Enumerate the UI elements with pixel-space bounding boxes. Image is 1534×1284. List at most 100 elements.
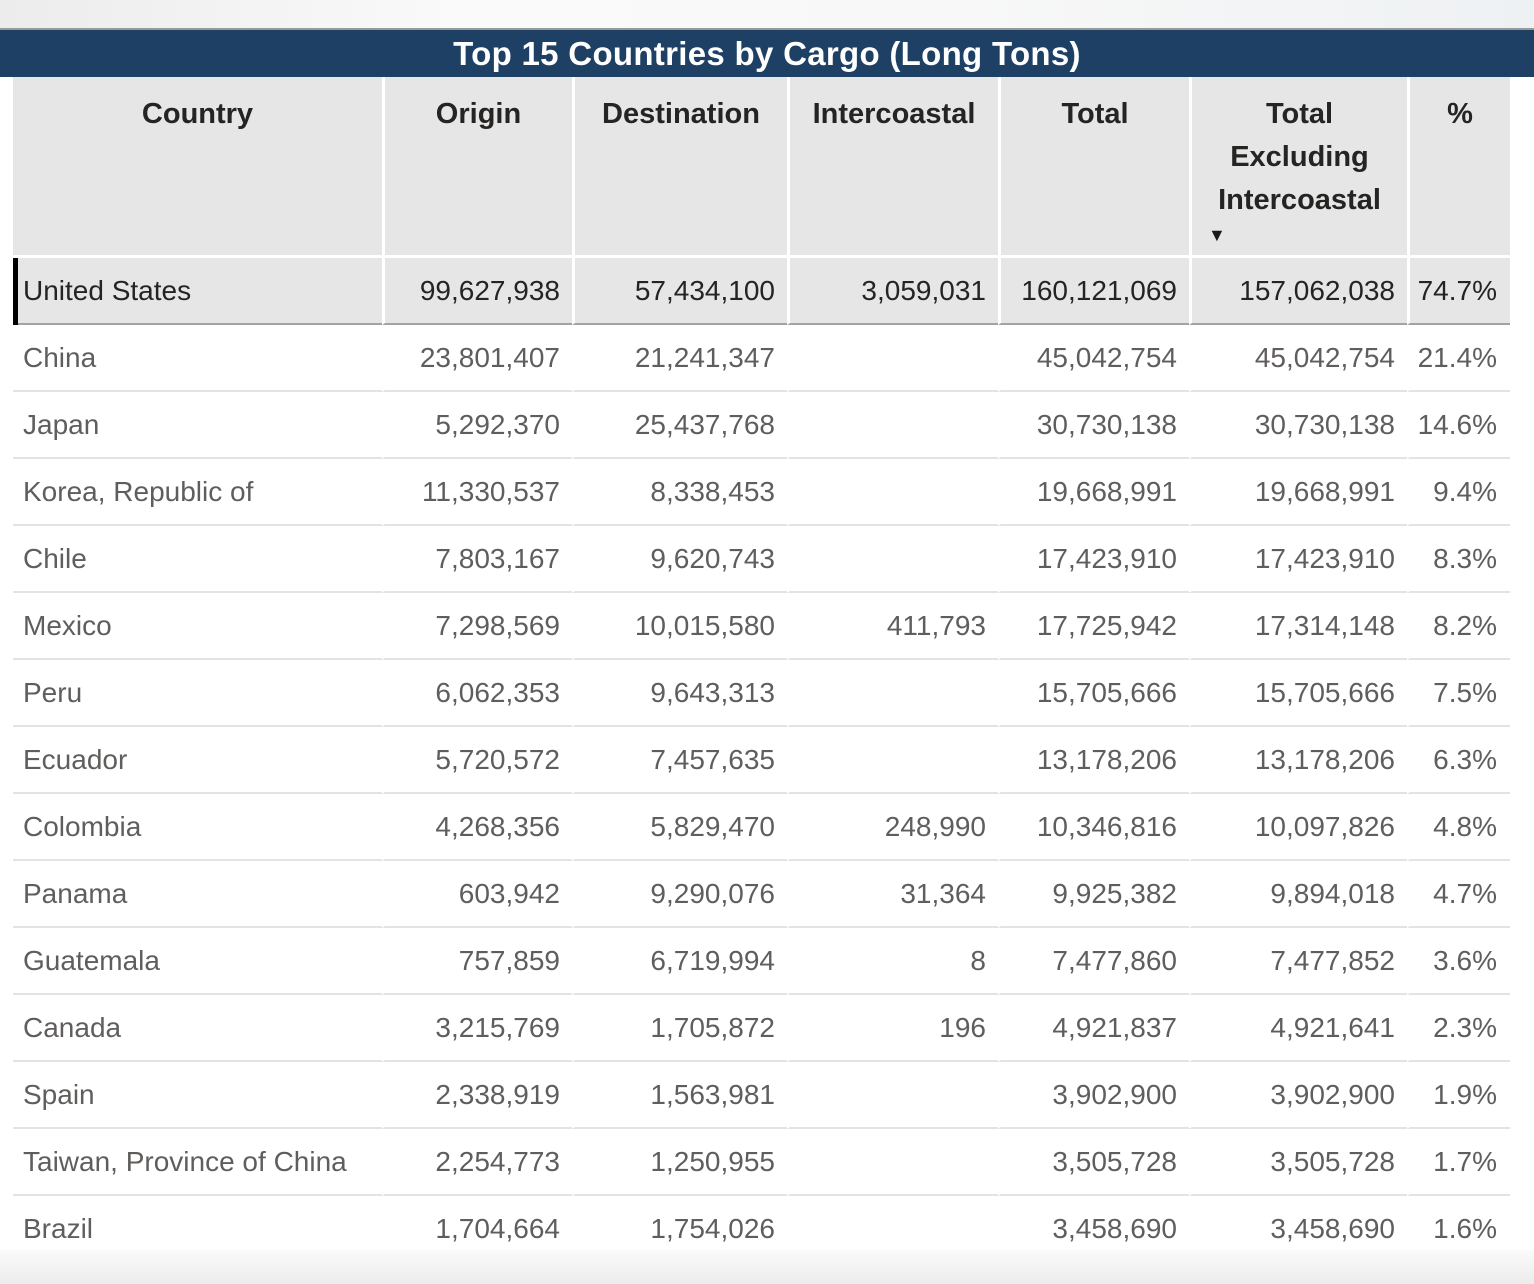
cell-intercoastal bbox=[787, 1196, 998, 1250]
cell-percent: 2.3% bbox=[1407, 995, 1510, 1062]
cell-origin: 5,292,370 bbox=[382, 392, 572, 459]
cell-origin: 3,215,769 bbox=[382, 995, 572, 1062]
cell-total: 30,730,138 bbox=[998, 392, 1189, 459]
cell-intercoastal bbox=[787, 727, 998, 794]
table-row[interactable]: Colombia 4,268,356 5,829,470 248,990 10,346,… bbox=[13, 794, 1510, 861]
table-row[interactable]: United States 99,627,938 57,434,100 3,059,0… bbox=[13, 258, 1510, 325]
cell-percent: 74.7% bbox=[1407, 258, 1510, 325]
table-row[interactable]: Taiwan, Province of China 2,254,773 1,250,… bbox=[13, 1129, 1510, 1196]
cell-percent: 6.3% bbox=[1407, 727, 1510, 794]
cell-destination: 9,643,313 bbox=[572, 660, 787, 727]
cell-country: Brazil bbox=[13, 1196, 382, 1250]
cell-total-excluding-intercoastal: 10,097,826 bbox=[1189, 794, 1407, 861]
column-header-total[interactable]: Total bbox=[998, 77, 1189, 258]
column-header-label: Total Excluding Intercoastal bbox=[1218, 98, 1381, 216]
column-header-country[interactable]: Country bbox=[13, 77, 382, 258]
cell-destination: 1,705,872 bbox=[572, 995, 787, 1062]
column-header-label: Intercoastal bbox=[812, 98, 976, 130]
cell-total: 7,477,860 bbox=[998, 928, 1189, 995]
cell-country: Mexico bbox=[13, 593, 382, 660]
cell-destination: 25,437,768 bbox=[572, 392, 787, 459]
table-row[interactable]: Canada 3,215,769 1,705,872 196 4,921,837 4,92… bbox=[13, 995, 1510, 1062]
row-selection-bar bbox=[13, 258, 18, 325]
cell-percent: 8.2% bbox=[1407, 593, 1510, 660]
cell-country: Korea, Republic of bbox=[13, 459, 382, 526]
cell-percent: 3.6% bbox=[1407, 928, 1510, 995]
table-row[interactable]: China 23,801,407 21,241,347 45,042,754 45,04… bbox=[13, 325, 1510, 392]
cell-destination: 6,719,994 bbox=[572, 928, 787, 995]
cell-percent: 1.6% bbox=[1407, 1196, 1510, 1250]
cell-country: Canada bbox=[13, 995, 382, 1062]
table-row[interactable]: Spain 2,338,919 1,563,981 3,902,900 3,902,90… bbox=[13, 1062, 1510, 1129]
column-header-percent[interactable]: % bbox=[1407, 77, 1510, 258]
column-header-intercoastal[interactable]: Intercoastal bbox=[787, 77, 998, 258]
cell-intercoastal: 248,990 bbox=[787, 794, 998, 861]
cell-intercoastal: 196 bbox=[787, 995, 998, 1062]
cell-percent: 14.6% bbox=[1407, 392, 1510, 459]
cell-destination: 1,563,981 bbox=[572, 1062, 787, 1129]
cell-origin: 2,338,919 bbox=[382, 1062, 572, 1129]
cell-total: 4,921,837 bbox=[998, 995, 1189, 1062]
cell-total-excluding-intercoastal: 3,458,690 bbox=[1189, 1196, 1407, 1250]
column-header-total-excluding-intercoastal[interactable]: Total Excluding Intercoastal ▼ bbox=[1189, 77, 1407, 258]
cell-country: Taiwan, Province of China bbox=[13, 1129, 382, 1196]
table-row[interactable]: Mexico 7,298,569 10,015,580 411,793 17,725,9… bbox=[13, 593, 1510, 660]
cell-total: 160,121,069 bbox=[998, 258, 1189, 325]
cell-country: Spain bbox=[13, 1062, 382, 1129]
cell-total-excluding-intercoastal: 4,921,641 bbox=[1189, 995, 1407, 1062]
sort-descending-icon: ▼ bbox=[1208, 225, 1226, 245]
cell-total: 45,042,754 bbox=[998, 325, 1189, 392]
cell-total: 3,902,900 bbox=[998, 1062, 1189, 1129]
cell-percent: 8.3% bbox=[1407, 526, 1510, 593]
cell-origin: 1,704,664 bbox=[382, 1196, 572, 1250]
cell-total-excluding-intercoastal: 17,423,910 bbox=[1189, 526, 1407, 593]
cell-destination: 8,338,453 bbox=[572, 459, 787, 526]
visual-title-bar: Top 15 Countries by Cargo (Long Tons) bbox=[0, 28, 1534, 77]
column-header-origin[interactable]: Origin bbox=[382, 77, 572, 258]
cell-percent: 9.4% bbox=[1407, 459, 1510, 526]
cell-total-excluding-intercoastal: 15,705,666 bbox=[1189, 660, 1407, 727]
cell-origin: 11,330,537 bbox=[382, 459, 572, 526]
column-header-destination[interactable]: Destination bbox=[572, 77, 787, 258]
cell-total: 17,423,910 bbox=[998, 526, 1189, 593]
cell-total: 15,705,666 bbox=[998, 660, 1189, 727]
cell-origin: 7,803,167 bbox=[382, 526, 572, 593]
cell-total: 9,925,382 bbox=[998, 861, 1189, 928]
cell-total-excluding-intercoastal: 30,730,138 bbox=[1189, 392, 1407, 459]
table-row[interactable]: Brazil 1,704,664 1,754,026 3,458,690 3,458,6… bbox=[13, 1196, 1510, 1250]
column-header-label: Total bbox=[1061, 98, 1129, 130]
cell-origin: 7,298,569 bbox=[382, 593, 572, 660]
cell-percent: 4.7% bbox=[1407, 861, 1510, 928]
cell-destination: 9,620,743 bbox=[572, 526, 787, 593]
table-row[interactable]: Peru 6,062,353 9,643,313 15,705,666 15,705,6… bbox=[13, 660, 1510, 727]
cell-origin: 99,627,938 bbox=[382, 258, 572, 325]
cell-total: 17,725,942 bbox=[998, 593, 1189, 660]
cell-destination: 7,457,635 bbox=[572, 727, 787, 794]
table-row[interactable]: Korea, Republic of 11,330,537 8,338,453 19,… bbox=[13, 459, 1510, 526]
cell-total-excluding-intercoastal: 3,505,728 bbox=[1189, 1129, 1407, 1196]
visual-title: Top 15 Countries by Cargo (Long Tons) bbox=[453, 34, 1081, 72]
cell-country: China bbox=[13, 325, 382, 392]
column-header-label: Origin bbox=[435, 98, 522, 130]
cargo-table: Country Origin Destination Intercoastal … bbox=[13, 77, 1510, 1250]
cell-total-excluding-intercoastal: 9,894,018 bbox=[1189, 861, 1407, 928]
table-body: United States 99,627,938 57,434,100 3,059,0… bbox=[13, 258, 1510, 1250]
cell-percent: 1.7% bbox=[1407, 1129, 1510, 1196]
cell-intercoastal: 31,364 bbox=[787, 861, 998, 928]
cell-intercoastal: 411,793 bbox=[787, 593, 998, 660]
table-row[interactable]: Japan 5,292,370 25,437,768 30,730,138 30,730… bbox=[13, 392, 1510, 459]
table-row[interactable]: Chile 7,803,167 9,620,743 17,423,910 17,423,… bbox=[13, 526, 1510, 593]
cell-intercoastal bbox=[787, 325, 998, 392]
cell-country: Chile bbox=[13, 526, 382, 593]
cell-intercoastal bbox=[787, 526, 998, 593]
cell-country: Colombia bbox=[13, 794, 382, 861]
cell-total: 3,505,728 bbox=[998, 1129, 1189, 1196]
cell-country: Guatemala bbox=[13, 928, 382, 995]
cell-percent: 4.8% bbox=[1407, 794, 1510, 861]
table-row[interactable]: Ecuador 5,720,572 7,457,635 13,178,206 13,17… bbox=[13, 727, 1510, 794]
table-row[interactable]: Panama 603,942 9,290,076 31,364 9,925,382 9,8… bbox=[13, 861, 1510, 928]
cell-total-excluding-intercoastal: 17,314,148 bbox=[1189, 593, 1407, 660]
table-row[interactable]: Guatemala 757,859 6,719,994 8 7,477,860 7,477… bbox=[13, 928, 1510, 995]
cell-origin: 5,720,572 bbox=[382, 727, 572, 794]
cell-total-excluding-intercoastal: 19,668,991 bbox=[1189, 459, 1407, 526]
